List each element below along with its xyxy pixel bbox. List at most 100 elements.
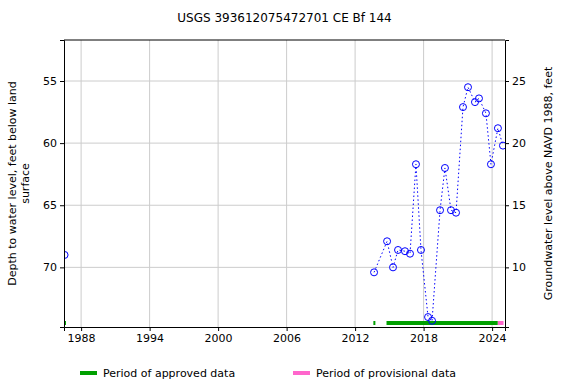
tick: 65 <box>43 199 64 212</box>
frame <box>64 40 505 41</box>
tick-label: 2012 <box>342 332 370 345</box>
tick-mark <box>355 327 356 331</box>
data-point <box>371 269 378 276</box>
y-axis-title-line: surface <box>19 163 32 204</box>
period-bar <box>498 321 504 325</box>
tick-label: 1988 <box>68 332 96 345</box>
tick-mark <box>424 327 425 331</box>
legend: Period of approved data Period of provisi… <box>80 367 456 380</box>
y2-axis-title: Groundwater level above NAVD 1988, feet <box>542 66 555 300</box>
grid-line <box>149 40 150 327</box>
series-line <box>65 87 503 321</box>
tick: 2024 <box>479 327 507 345</box>
tick-label: 65 <box>43 199 57 212</box>
y-axis: 55 60 65 70 <box>43 41 65 328</box>
tick: 25 <box>505 75 526 88</box>
data-point <box>437 207 444 214</box>
tick: 2006 <box>273 327 301 345</box>
tick-label: 70 <box>43 261 57 274</box>
y-axis-title: Depth to water level, feet below landsur… <box>6 81 32 286</box>
tick-mark <box>150 327 151 331</box>
tick: 1988 <box>68 327 96 345</box>
y-axis-title-line: Depth to water level, feet below land <box>6 81 19 286</box>
data-point <box>459 104 466 111</box>
tick: 2018 <box>410 327 438 345</box>
title: USGS 393612075472701 CE Bf 144 <box>177 11 391 25</box>
tick-mark <box>81 327 82 331</box>
axis-line <box>506 41 510 328</box>
axis-line <box>60 41 65 328</box>
legend-label: Period of provisional data <box>316 367 456 380</box>
data-point <box>465 84 472 91</box>
data-point <box>441 164 448 171</box>
tick-label: 2024 <box>479 332 507 345</box>
tick: 2012 <box>342 327 370 345</box>
data-point <box>425 314 432 321</box>
tick: 15 <box>505 199 526 212</box>
data-point <box>494 125 501 132</box>
grid-line <box>64 205 505 206</box>
plot-background <box>64 40 505 327</box>
y2-axis: 10 15 20 25 <box>505 41 526 328</box>
tick-label: 1994 <box>136 332 164 345</box>
tick-mark <box>505 205 509 206</box>
grid-line <box>64 81 505 82</box>
data-point <box>475 95 482 102</box>
tick-mark <box>60 81 64 82</box>
tick-label: 2000 <box>205 332 233 345</box>
tick-mark <box>287 327 288 331</box>
data-point <box>412 161 419 168</box>
tick: 10 <box>505 261 526 274</box>
grid-line <box>218 40 219 327</box>
tick-label: 20 <box>512 137 526 150</box>
grid-line <box>355 40 356 327</box>
data-point <box>487 161 494 168</box>
tick-label: 60 <box>43 137 57 150</box>
tick: 55 <box>43 75 64 88</box>
tick-label: 15 <box>512 199 526 212</box>
data-point <box>407 250 414 257</box>
plot-area <box>64 84 505 325</box>
tick-mark <box>492 327 493 331</box>
tick-label: 25 <box>512 75 526 88</box>
data-point <box>453 209 460 216</box>
tick-mark <box>60 267 64 268</box>
tick-mark <box>505 143 509 144</box>
tick: 2000 <box>205 327 233 345</box>
data-point <box>417 246 424 253</box>
data-point <box>384 238 391 245</box>
grid-line <box>492 40 493 327</box>
grid <box>64 40 505 327</box>
chart: 1988 1994 2000 2006 2012 2018 2024 55 60 65 70 10 15… <box>0 0 576 384</box>
legend-swatch <box>80 371 97 375</box>
tick: 70 <box>43 261 64 274</box>
tick-label: 2018 <box>410 332 438 345</box>
grid-line <box>64 143 505 144</box>
tick-mark <box>505 81 509 82</box>
data-point <box>429 317 436 324</box>
tick: 20 <box>505 137 526 150</box>
data-point <box>482 110 489 117</box>
tick-label: 2006 <box>273 332 301 345</box>
grid-line <box>81 40 82 327</box>
grid-line <box>64 267 505 268</box>
grid-line <box>286 40 287 327</box>
data-point <box>499 142 505 149</box>
tick-mark <box>60 205 64 206</box>
tick-label: 10 <box>512 261 526 274</box>
tick-mark <box>218 327 219 331</box>
data-point <box>390 264 397 271</box>
period-bar <box>373 321 375 325</box>
axis-line <box>65 328 506 332</box>
legend-swatch <box>293 371 310 375</box>
tick-mark <box>60 143 64 144</box>
tick-label: 55 <box>43 75 57 88</box>
grid-line <box>423 40 424 327</box>
data-point <box>471 99 478 106</box>
tick-mark <box>505 267 509 268</box>
period-bar <box>387 321 498 325</box>
tick: 60 <box>43 137 64 150</box>
legend-label: Period of approved data <box>103 367 235 380</box>
data-point <box>395 246 402 253</box>
x-axis: 1988 1994 2000 2006 2012 2018 2024 <box>65 327 507 345</box>
